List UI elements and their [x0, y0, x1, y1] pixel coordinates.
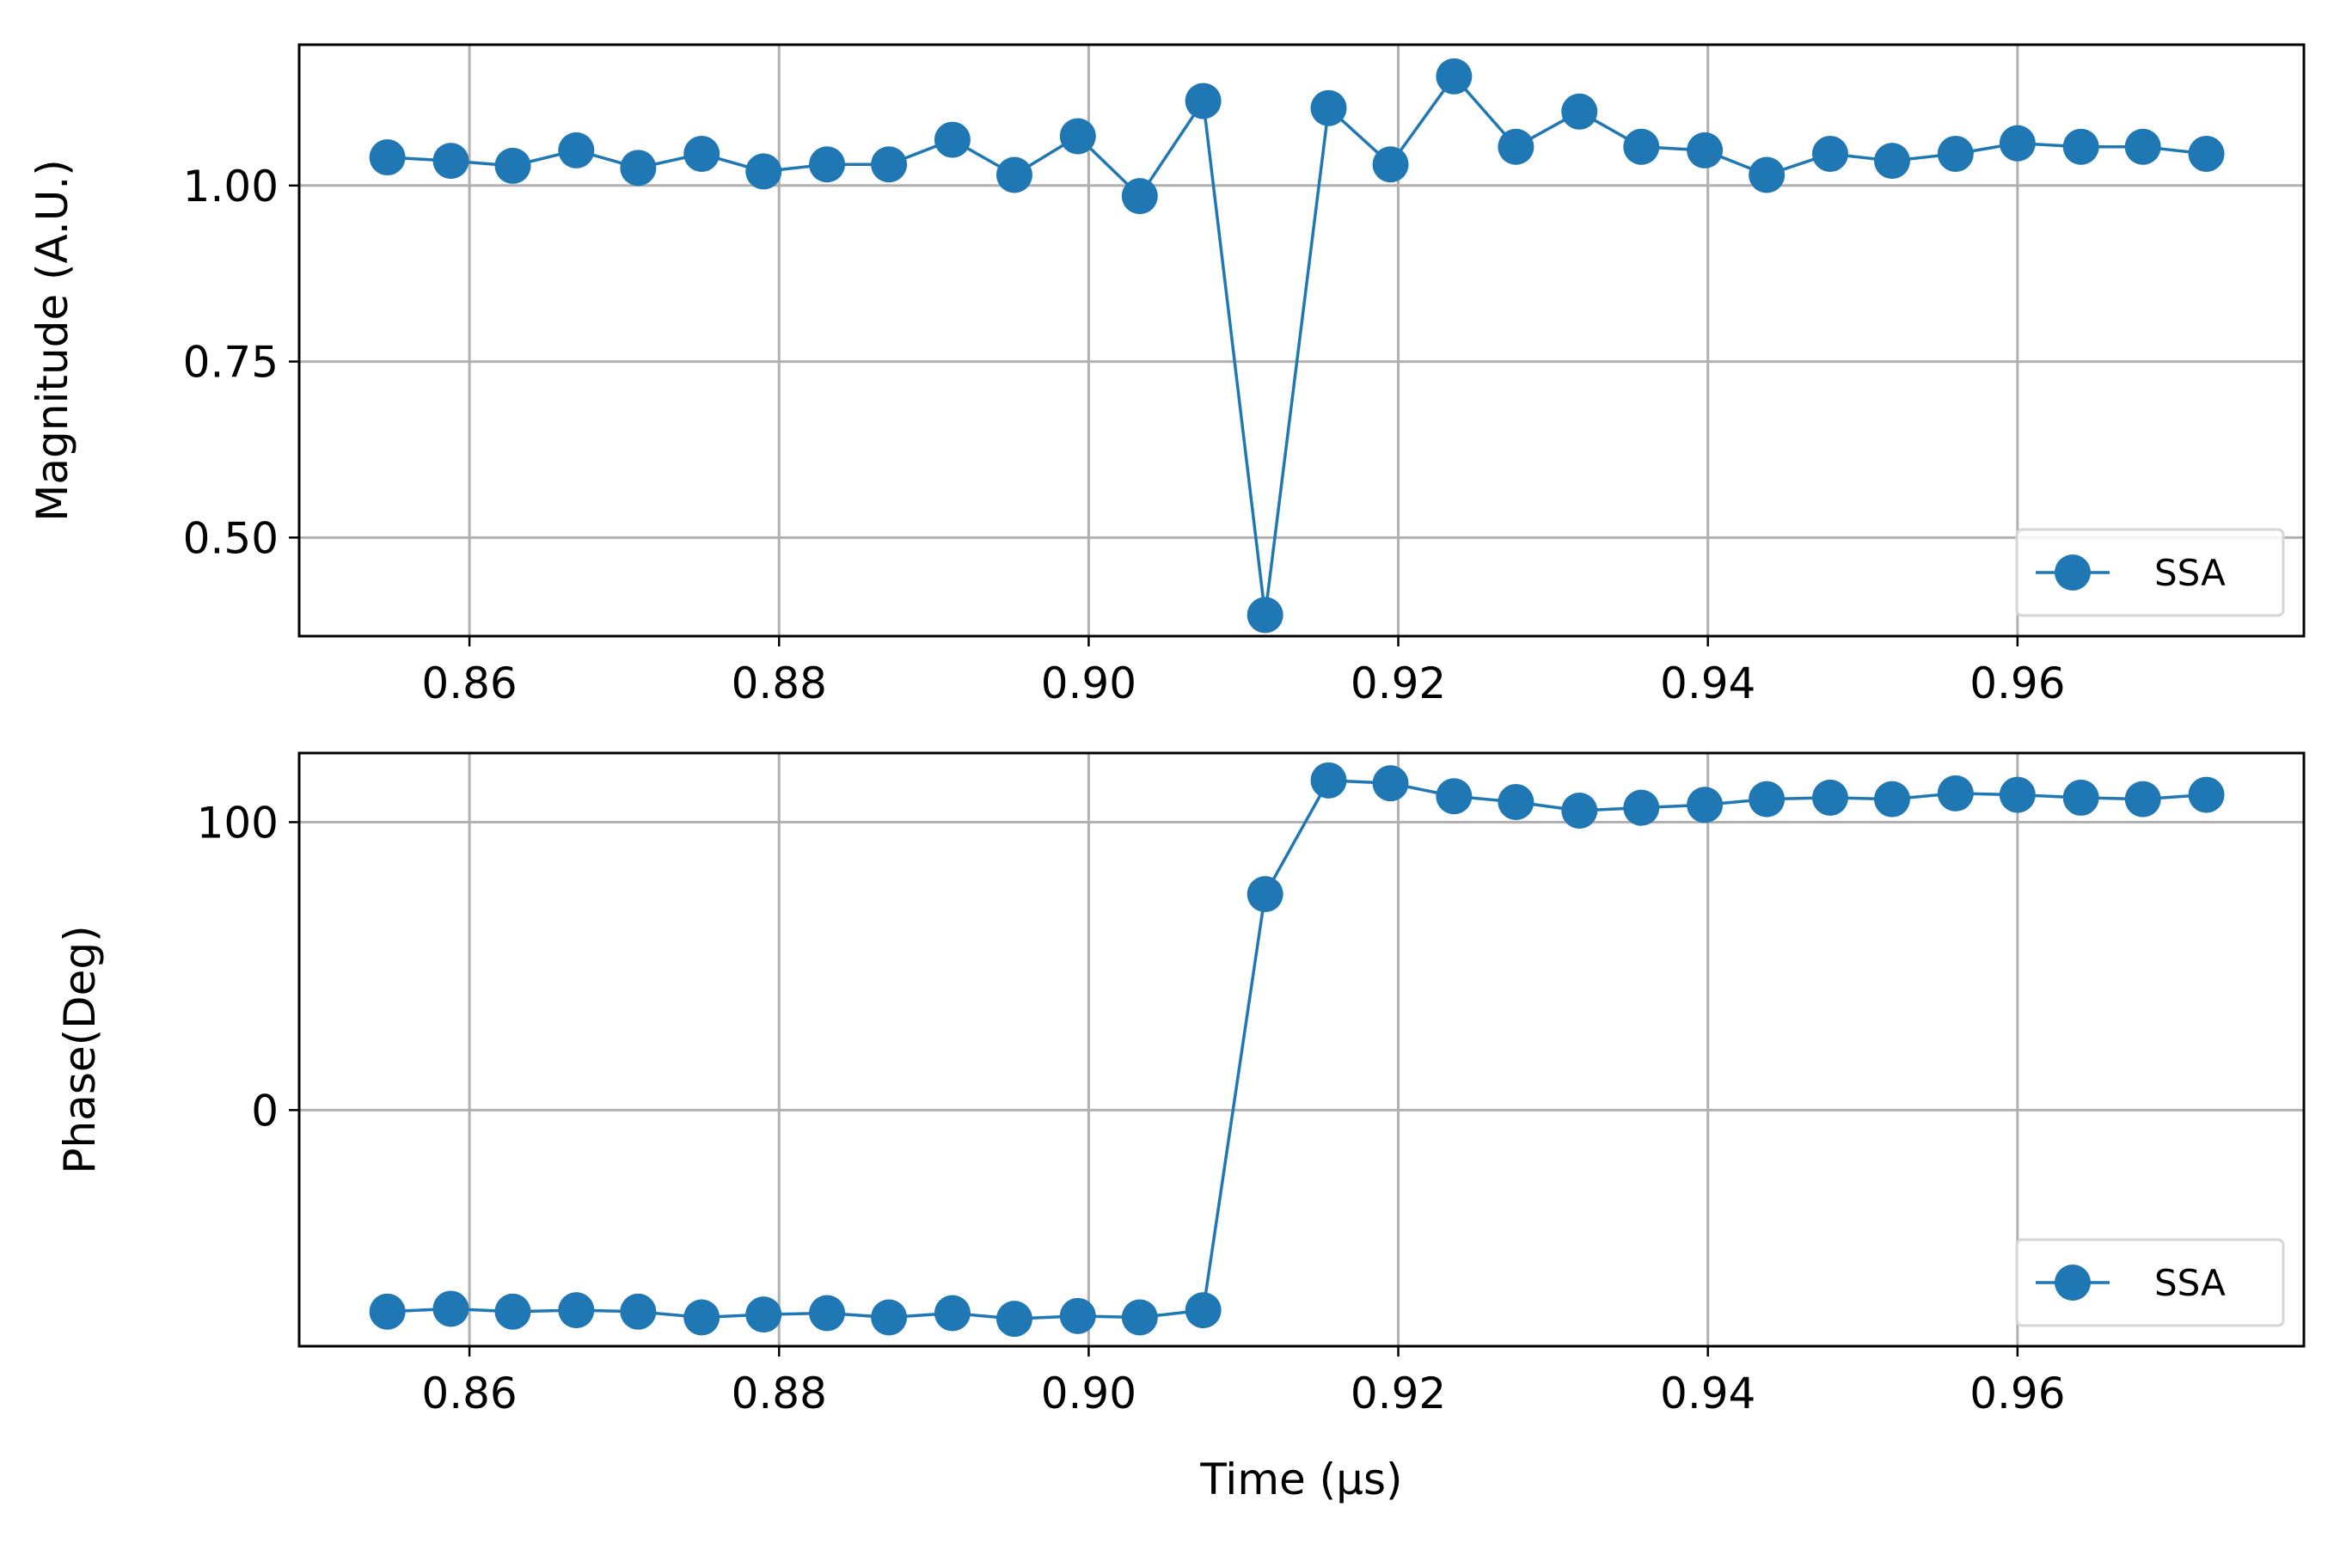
phase-x-axis-label: Time (μs): [1199, 1455, 1402, 1504]
phase-data-point: [1310, 762, 1347, 799]
magnitude-legend-frame: [2015, 528, 2285, 617]
magnitude-data-point: [1121, 178, 1158, 215]
magnitude-data-point: [1999, 125, 2036, 162]
phase-x-tick-label: 0.94: [1660, 1369, 1755, 1418]
phase-axes-frame: [297, 751, 2306, 1348]
magnitude-data-point: [934, 121, 971, 158]
magnitude-data-point: [1811, 135, 1848, 172]
magnitude-data-point: [1687, 132, 1724, 168]
phase-legend-marker: [2055, 1265, 2091, 1301]
phase-data-point: [745, 1296, 782, 1333]
phase-data-point: [934, 1295, 971, 1332]
magnitude-data-point: [1623, 128, 1660, 165]
phase-data-point: [1059, 1297, 1096, 1334]
phase-data-point: [1498, 783, 1534, 820]
phase-data-point: [1749, 781, 1786, 818]
phase-x-tick-label: 0.96: [1969, 1369, 2065, 1418]
phase-data-point: [1561, 792, 1598, 829]
phase-data-point: [809, 1295, 846, 1332]
magnitude-data-point: [809, 146, 846, 183]
phase-data-point: [494, 1293, 531, 1330]
magnitude-data-point: [1937, 135, 1974, 172]
magnitude-data-point: [1561, 93, 1598, 130]
phase-data-point: [558, 1292, 595, 1329]
magnitude-legend-label: SSA: [2154, 552, 2226, 594]
phase-data-point: [432, 1290, 469, 1327]
magnitude-data-point: [1059, 118, 1096, 155]
phase-data-point: [1121, 1299, 1158, 1336]
magnitude-y-tick-label: 0.75: [183, 338, 279, 388]
magnitude-data-point: [432, 143, 469, 180]
phase-data-point: [1436, 778, 1473, 815]
magnitude-data-point: [1436, 58, 1473, 95]
magnitude-data-point: [1749, 156, 1786, 193]
phase-data-point: [620, 1293, 657, 1330]
phase-panel: 0.86 0.88 0.90 0.92 0.94 0.96 0 100 Phase(Deg) Ti…: [55, 751, 2306, 1504]
magnitude-legend: SSA: [2015, 528, 2285, 617]
magnitude-y-tick-label: 1.00: [183, 162, 279, 211]
phase-data-point: [2188, 776, 2225, 813]
magnitude-panel: 0.86 0.88 0.90 0.92 0.94 0.96 0.50 0.75 1.00 Magn…: [28, 43, 2306, 708]
magnitude-x-tick-label: 0.88: [732, 658, 827, 708]
magnitude-data-point: [745, 153, 782, 190]
phase-data-point: [683, 1299, 720, 1336]
magnitude-data-point: [1498, 128, 1534, 165]
magnitude-x-tick-label: 0.94: [1660, 658, 1755, 708]
phase-data-point: [369, 1293, 406, 1330]
phase-x-tick-label: 0.90: [1041, 1369, 1136, 1418]
magnitude-legend-marker: [2055, 554, 2091, 591]
phase-data-point: [2062, 779, 2099, 816]
phase-legend-frame: [2015, 1238, 2285, 1327]
phase-data-point: [995, 1301, 1032, 1338]
magnitude-axes-frame: [297, 43, 2306, 638]
magnitude-data-point: [1873, 143, 1910, 180]
magnitude-x-tick-label: 0.90: [1041, 658, 1136, 708]
magnitude-data-point: [995, 156, 1032, 193]
phase-data-point: [1687, 787, 1724, 824]
phase-data-point: [2124, 781, 2161, 818]
phase-y-axis-label: Phase(Deg): [55, 925, 105, 1173]
magnitude-data-point: [683, 135, 720, 172]
magnitude-data-point: [494, 147, 531, 184]
magnitude-data-point: [620, 150, 657, 187]
magnitude-data-point: [2188, 135, 2225, 172]
phase-data-point: [1937, 775, 1974, 812]
magnitude-x-tick-label: 0.96: [1969, 658, 2065, 708]
magnitude-data-point: [558, 132, 595, 168]
phase-legend-label: SSA: [2154, 1262, 2226, 1304]
phase-data-point: [1999, 776, 2036, 813]
magnitude-data-point: [369, 139, 406, 176]
phase-y-tick-label: 100: [197, 798, 279, 848]
phase-x-tick-label: 0.92: [1351, 1369, 1446, 1418]
magnitude-data-point: [2124, 128, 2161, 165]
phase-x-tick-label: 0.86: [421, 1369, 517, 1418]
phase-data-point: [1247, 876, 1283, 913]
phase-y-tick-label: 0: [251, 1086, 279, 1136]
magnitude-x-tick-label: 0.86: [421, 658, 517, 708]
phase-data-point: [1811, 779, 1848, 816]
magnitude-data-point: [1247, 597, 1283, 634]
magnitude-y-tick-label: 0.50: [183, 513, 279, 563]
phase-data-point: [1623, 789, 1660, 826]
magnitude-x-tick-label: 0.92: [1351, 658, 1446, 708]
phase-data-point: [871, 1299, 908, 1336]
magnitude-y-axis-label: Magnitude (A.U.): [28, 159, 77, 522]
phase-x-tick-label: 0.88: [732, 1369, 827, 1418]
phase-legend: SSA: [2015, 1238, 2285, 1327]
phase-data-point: [1185, 1292, 1222, 1329]
magnitude-data-point: [1372, 146, 1409, 183]
phase-data-point: [1873, 781, 1910, 818]
phase-data-point: [1372, 765, 1409, 802]
magnitude-data-point: [1185, 83, 1222, 119]
magnitude-data-point: [2062, 128, 2099, 165]
magnitude-data-point: [871, 146, 908, 183]
magnitude-data-point: [1310, 89, 1347, 126]
